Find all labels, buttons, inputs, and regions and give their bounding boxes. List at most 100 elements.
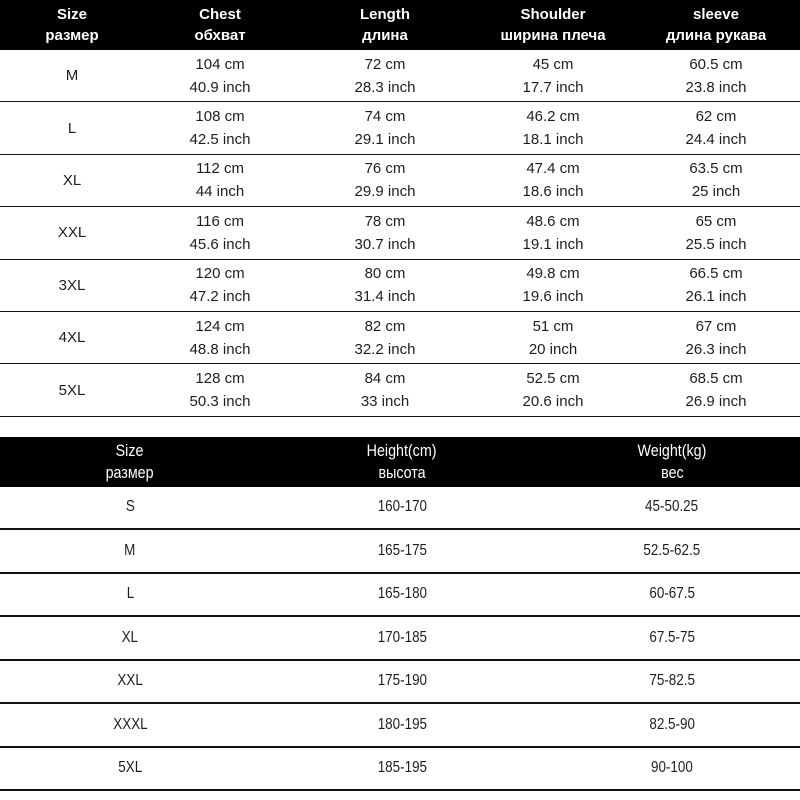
cell-sleeve: 68.5 cm 26.9 inch xyxy=(632,364,800,415)
length-cm-value: 72 cm xyxy=(364,55,406,73)
cell-shoulder: 49.8 cm 19.6 inch xyxy=(474,260,632,311)
header-height: Height(cm) высота xyxy=(260,437,544,487)
chest-inch-value: 42.5 inch xyxy=(189,131,251,149)
weight-range-value: 60-67.5 xyxy=(649,585,695,603)
shoulder-cm-value: 51 cm xyxy=(532,317,574,335)
sleeve-cm-value: 62 cm xyxy=(695,108,737,126)
length-inch-value: 29.9 inch xyxy=(354,183,416,201)
cell-weight-range: 60-67.5 xyxy=(544,574,800,616)
sleeve-cm-value: 65 cm xyxy=(695,212,737,230)
size2-value: XXL xyxy=(117,672,143,690)
header-size: Size размер xyxy=(0,0,144,50)
size2-value: XXXL xyxy=(112,715,148,733)
cell-sleeve: 62 cm 24.4 inch xyxy=(632,102,800,153)
header-shoulder-en: Shoulder xyxy=(520,6,586,23)
cell-shoulder: 46.2 cm 18.1 inch xyxy=(474,102,632,153)
length-inch-value: 31.4 inch xyxy=(354,288,416,306)
header-chest-en: Chest xyxy=(199,6,241,23)
sleeve-inch-value: 26.9 inch xyxy=(685,393,747,411)
cell-weight-range: 45-50.25 xyxy=(544,487,800,529)
header-height-en: Height(cm) xyxy=(367,440,437,460)
header-size2-ru: размер xyxy=(106,462,154,482)
cell-size-label: XL xyxy=(62,171,82,189)
header-size-ru: размер xyxy=(45,27,99,44)
cell-chest: 120 cm 47.2 inch xyxy=(144,260,296,311)
size2-value: L xyxy=(126,585,134,603)
cell-size2-label: S xyxy=(0,487,260,529)
cell-sleeve: 66.5 cm 26.1 inch xyxy=(632,260,800,311)
header-weight: Weight(kg) вес xyxy=(544,437,800,487)
chest-cm-value: 112 cm xyxy=(195,160,245,178)
header-size2-en: Size xyxy=(116,440,144,460)
sleeve-inch-value: 25.5 inch xyxy=(685,235,747,253)
size-table-row: 3XL 120 cm 47.2 inch 80 cm 31.4 inch 49.… xyxy=(0,260,800,312)
header-shoulder-ru: ширина плеча xyxy=(500,27,606,44)
shoulder-inch-value: 18.1 inch xyxy=(522,131,584,149)
height-weight-row: S 160-170 45-50.25 xyxy=(0,487,800,531)
cell-size2-label: M xyxy=(0,530,260,572)
cell-height-range: 185-195 xyxy=(260,748,544,790)
size2-value: XL xyxy=(121,628,139,646)
size-table-header: Size размер Chest обхват Length длина Sh… xyxy=(0,0,800,50)
length-cm-value: 84 cm xyxy=(364,370,406,388)
cell-size2-label: 5XL xyxy=(0,748,260,790)
length-cm-value: 80 cm xyxy=(364,265,406,283)
sleeve-inch-value: 26.1 inch xyxy=(685,288,747,306)
header-length: Length длина xyxy=(296,0,474,50)
header-height-ru: высота xyxy=(378,462,426,482)
shoulder-cm-value: 48.6 cm xyxy=(526,212,580,230)
cell-chest: 112 cm 44 inch xyxy=(144,155,296,206)
size-table-row: 4XL 124 cm 48.8 inch 82 cm 32.2 inch 51 … xyxy=(0,312,800,365)
cell-weight-range: 82.5-90 xyxy=(544,704,800,746)
cell-height-range: 170-185 xyxy=(260,617,544,659)
cell-weight-range: 90-100 xyxy=(544,748,800,790)
cell-chest: 108 cm 42.5 inch xyxy=(144,102,296,153)
weight-range-value: 45-50.25 xyxy=(645,498,699,516)
cell-weight-range: 67.5-75 xyxy=(544,617,800,659)
cell-sleeve: 67 cm 26.3 inch xyxy=(632,312,800,363)
cell-size2-label: XXL xyxy=(0,661,260,703)
chest-inch-value: 48.8 inch xyxy=(189,340,251,358)
weight-range-value: 90-100 xyxy=(651,759,693,777)
header-weight-ru: вес xyxy=(660,462,684,482)
height-weight-table: Size размер Height(cm) высота Weight(kg)… xyxy=(0,436,800,792)
cell-height-range: 165-180 xyxy=(260,574,544,616)
size2-value: S xyxy=(125,498,135,516)
sleeve-cm-value: 68.5 cm xyxy=(689,370,743,388)
shoulder-inch-value: 19.1 inch xyxy=(522,235,584,253)
chest-cm-value: 128 cm xyxy=(195,370,245,388)
cell-sleeve: 63.5 cm 25 inch xyxy=(632,155,800,206)
header-sleeve-ru: длина рукава xyxy=(665,27,767,44)
chest-cm-value: 116 cm xyxy=(195,212,245,230)
header-length-en: Length xyxy=(360,6,410,23)
shoulder-cm-value: 45 cm xyxy=(532,55,574,73)
chest-cm-value: 120 cm xyxy=(195,265,245,283)
cell-size-label: 5XL xyxy=(58,381,86,399)
weight-range-value: 52.5-62.5 xyxy=(643,541,701,559)
height-range-value: 185-195 xyxy=(377,759,427,777)
height-weight-row: XL 170-185 67.5-75 xyxy=(0,617,800,661)
size2-value: M xyxy=(124,541,136,559)
header-weight-en: Weight(kg) xyxy=(637,440,707,460)
cell-size-label: XXL xyxy=(57,224,87,242)
cell-chest: 104 cm 40.9 inch xyxy=(144,50,296,101)
cell-length: 76 cm 29.9 inch xyxy=(296,155,474,206)
header-chest-ru: обхват xyxy=(194,27,246,44)
cell-length: 84 cm 33 inch xyxy=(296,364,474,415)
height-range-value: 165-180 xyxy=(377,585,427,603)
cell-height-range: 160-170 xyxy=(260,487,544,529)
size2-value: 5XL xyxy=(118,759,142,777)
cell-shoulder: 51 cm 20 inch xyxy=(474,312,632,363)
chest-cm-value: 104 cm xyxy=(195,55,245,73)
cell-size2-label: XL xyxy=(0,617,260,659)
sleeve-inch-value: 24.4 inch xyxy=(685,131,747,149)
cell-size2-label: XXXL xyxy=(0,704,260,746)
sleeve-inch-value: 25 inch xyxy=(691,183,741,201)
cell-weight-range: 75-82.5 xyxy=(544,661,800,703)
cell-length: 78 cm 30.7 inch xyxy=(296,207,474,258)
cell-height-range: 175-190 xyxy=(260,661,544,703)
sleeve-cm-value: 66.5 cm xyxy=(689,265,743,283)
cell-shoulder: 45 cm 17.7 inch xyxy=(474,50,632,101)
height-range-value: 170-185 xyxy=(377,628,427,646)
header-shoulder: Shoulder ширина плеча xyxy=(474,0,632,50)
